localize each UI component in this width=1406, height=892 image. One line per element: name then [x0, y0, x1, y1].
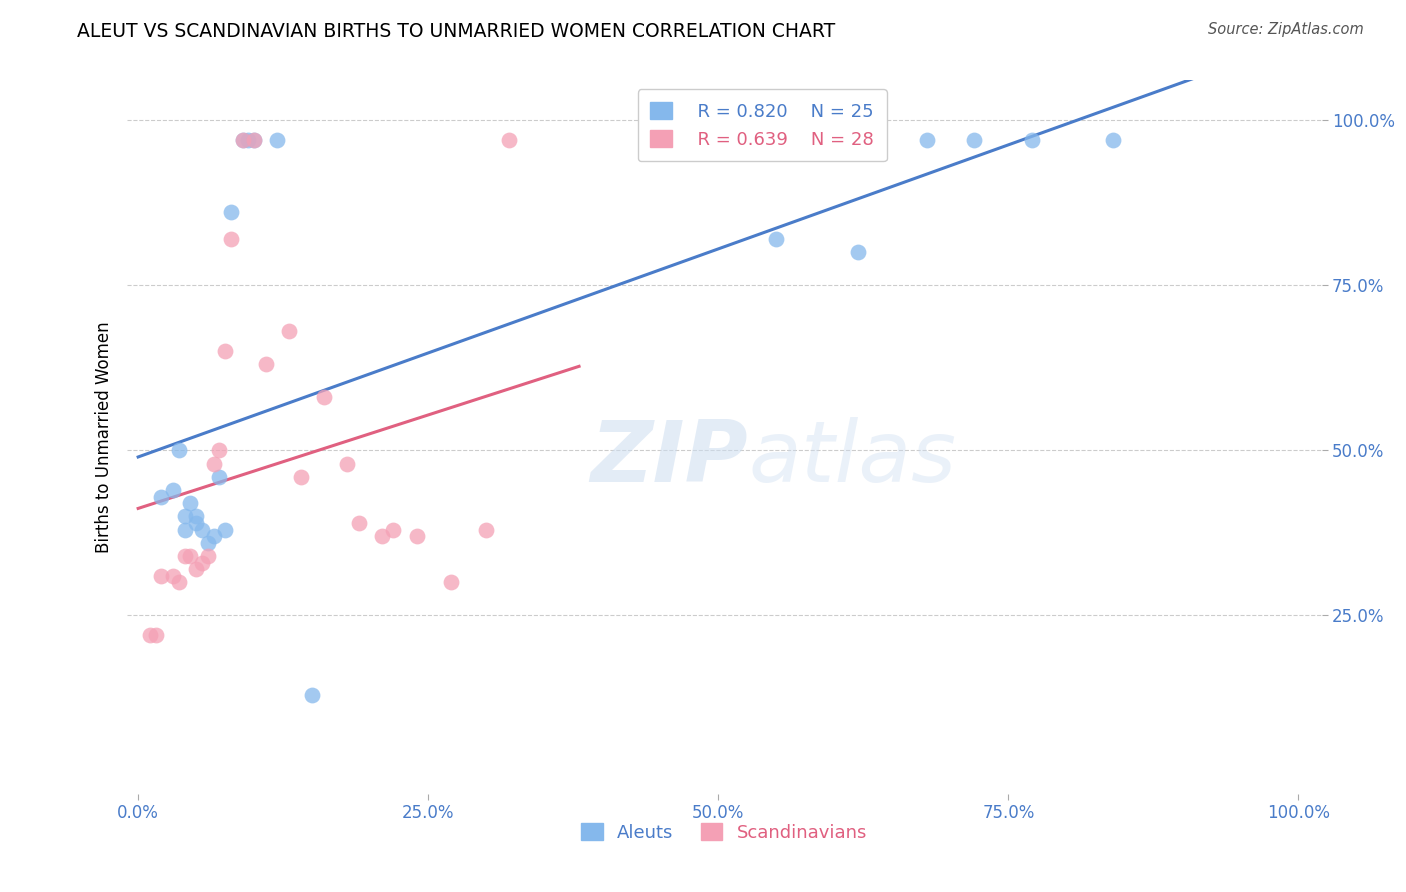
Point — [173, 523, 195, 537]
Point — [1021, 133, 1043, 147]
Point — [475, 523, 498, 537]
Point — [440, 575, 463, 590]
Point — [186, 516, 208, 530]
Point — [336, 457, 359, 471]
Text: atlas: atlas — [748, 417, 956, 500]
Point — [186, 509, 208, 524]
Point — [962, 133, 984, 147]
Point — [202, 529, 225, 543]
Point — [214, 344, 236, 359]
Point — [254, 358, 277, 372]
Point — [150, 490, 173, 504]
Point — [208, 469, 231, 483]
Point — [145, 628, 167, 642]
Legend: Aleuts, Scandinavians: Aleuts, Scandinavians — [574, 816, 875, 849]
Text: Source: ZipAtlas.com: Source: ZipAtlas.com — [1208, 22, 1364, 37]
Point — [179, 549, 201, 563]
Point — [162, 483, 184, 497]
Text: ALEUT VS SCANDINAVIAN BIRTHS TO UNMARRIED WOMEN CORRELATION CHART: ALEUT VS SCANDINAVIAN BIRTHS TO UNMARRIE… — [77, 22, 835, 41]
Point — [167, 443, 190, 458]
Point — [197, 549, 219, 563]
Point — [173, 509, 195, 524]
Point — [191, 523, 214, 537]
Point — [312, 391, 335, 405]
Point — [167, 575, 190, 590]
Point — [219, 232, 242, 246]
Point — [173, 549, 195, 563]
Point — [278, 324, 301, 338]
Point — [197, 536, 219, 550]
Point — [765, 232, 787, 246]
Point — [162, 569, 184, 583]
Y-axis label: Births to Unmarried Women: Births to Unmarried Women — [94, 321, 112, 553]
Point — [191, 556, 214, 570]
Point — [232, 133, 254, 147]
Point — [219, 205, 242, 219]
Point — [1101, 133, 1123, 147]
Point — [243, 133, 266, 147]
Point — [371, 529, 394, 543]
Point — [382, 523, 405, 537]
Point — [915, 133, 938, 147]
Point — [208, 443, 231, 458]
Point — [238, 133, 260, 147]
Text: ZIP: ZIP — [591, 417, 748, 500]
Point — [266, 133, 288, 147]
Point — [498, 133, 520, 147]
Point — [347, 516, 370, 530]
Point — [186, 562, 208, 576]
Point — [214, 523, 236, 537]
Point — [290, 469, 312, 483]
Point — [139, 628, 162, 642]
Point — [202, 457, 225, 471]
Point — [405, 529, 427, 543]
Point — [232, 133, 254, 147]
Point — [301, 688, 323, 702]
Point — [179, 496, 201, 510]
Point — [150, 569, 173, 583]
Point — [243, 133, 266, 147]
Point — [846, 245, 869, 260]
